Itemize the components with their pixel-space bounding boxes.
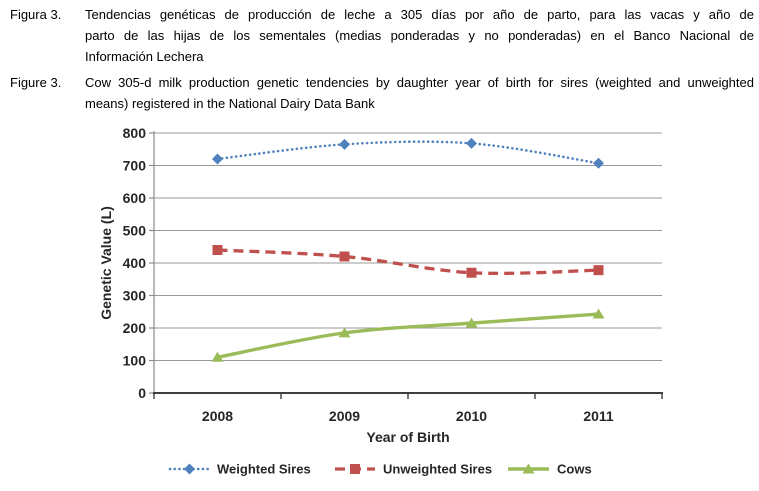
caption-label-es: Figura 3. xyxy=(10,7,62,22)
y-tick-label: 500 xyxy=(123,223,147,239)
data-point-triangle xyxy=(211,351,224,362)
caption-text-en: Cow 305-d milk production genetic tenden… xyxy=(85,72,754,114)
caption-line: Cow 305-d milk production genetic tenden… xyxy=(85,75,754,90)
y-tick-label: 300 xyxy=(123,288,147,304)
y-tick-label: 400 xyxy=(123,255,147,271)
x-axis-title: Year of Birth xyxy=(366,429,449,445)
caption-line: parto de las hijas de los sementales (me… xyxy=(85,28,754,43)
y-tick-label: 200 xyxy=(123,320,147,336)
figure-caption-english: Figure 3. Cow 305-d milk production gene… xyxy=(10,72,754,114)
legend-marker-square xyxy=(350,464,360,474)
data-point-square xyxy=(339,251,350,262)
legend-marker-triangle xyxy=(522,463,535,474)
y-tick-label: 100 xyxy=(123,353,147,369)
y-tick-label: 600 xyxy=(123,190,147,206)
caption-line: Información Lechera xyxy=(85,49,204,64)
figure-caption-spanish: Figura 3. Tendencias genéticas de produc… xyxy=(10,4,754,67)
legend-label: Weighted Sires xyxy=(217,462,311,477)
series-line-weighted-sires xyxy=(216,140,600,165)
data-point-diamond xyxy=(466,137,477,149)
x-tick-label: 2011 xyxy=(583,408,614,424)
series-line-cows xyxy=(217,312,599,359)
milk-production-trend-chart: 0 100 200 300 400 500 600 700 800 2008 2009 2010 201… xyxy=(0,118,759,491)
legend-label: Unweighted Sires xyxy=(383,462,492,477)
data-point-square xyxy=(466,267,477,278)
data-point-diamond xyxy=(212,153,223,165)
caption-label-en: Figure 3. xyxy=(10,75,62,90)
y-tick-label: 700 xyxy=(123,158,147,174)
caption-line: Tendencias genéticas de producción de le… xyxy=(85,7,754,22)
caption-text-es: Tendencias genéticas de producción de le… xyxy=(85,4,754,67)
y-axis-title: Genetic Value (L) xyxy=(98,206,114,320)
data-point-triangle xyxy=(592,308,605,319)
x-tick-label: 2009 xyxy=(329,408,360,424)
data-point-square xyxy=(593,265,604,276)
data-point-triangle xyxy=(338,327,351,338)
x-tick-label: 2010 xyxy=(456,408,487,424)
data-point-triangle xyxy=(465,317,478,328)
legend-label: Cows xyxy=(557,462,592,477)
chart-canvas: 0 100 200 300 400 500 600 700 800 2008 2009 2010 201… xyxy=(98,125,663,477)
x-tick-label: 2008 xyxy=(202,408,233,424)
y-tick-label: 0 xyxy=(138,385,146,401)
data-point-square xyxy=(212,245,223,255)
data-point-diamond xyxy=(339,138,350,150)
legend-marker-diamond xyxy=(184,463,195,475)
y-tick-label: 800 xyxy=(123,125,147,141)
series-line-unweighted-sires xyxy=(217,248,599,276)
caption-line: means) registered in the National Dairy … xyxy=(85,96,375,111)
data-point-diamond xyxy=(593,157,604,169)
